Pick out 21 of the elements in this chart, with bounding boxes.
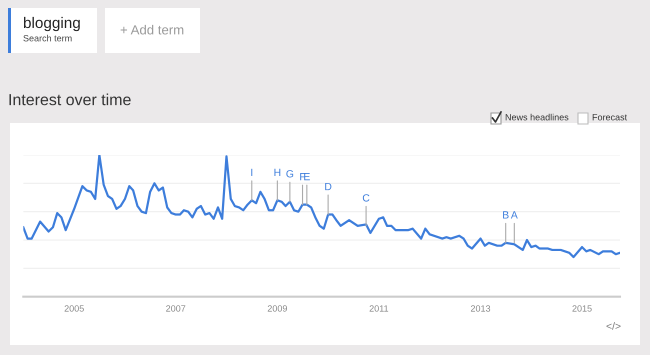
text: </> xyxy=(606,322,621,330)
text: + Add term xyxy=(120,24,184,35)
annotation: A xyxy=(510,211,518,218)
text: Forecast xyxy=(592,114,628,120)
text: Search term xyxy=(23,34,72,42)
x-tick-label: 2015 xyxy=(572,305,592,312)
text: News headlines xyxy=(506,114,568,120)
annotation: C xyxy=(362,194,370,202)
annotation: G xyxy=(286,170,294,178)
x-tick-label: 2005 xyxy=(64,305,84,312)
text: blogging xyxy=(24,16,80,32)
chart-title: Interest over time xyxy=(9,94,131,106)
annotation: E xyxy=(304,173,310,180)
x-tick-label: 2009 xyxy=(268,305,287,312)
annotation: D xyxy=(325,182,332,190)
x-tick-label: 2013 xyxy=(470,305,490,312)
x-tick-label: 2007 xyxy=(166,305,186,312)
x-tick-label: 2011 xyxy=(370,305,388,312)
annotation: B xyxy=(503,211,509,218)
annotation: I xyxy=(251,168,252,176)
annotation: H xyxy=(274,168,280,176)
